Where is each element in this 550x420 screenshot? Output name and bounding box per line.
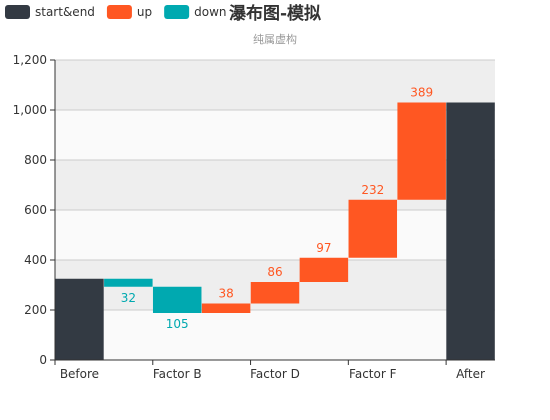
x-tick-label: Factor D (250, 367, 300, 381)
x-tick-label: After (456, 367, 485, 381)
legend-label: up (137, 5, 152, 19)
x-tick-label: Before (60, 367, 99, 381)
legend-item-down[interactable]: down (164, 5, 227, 19)
y-tick-label: 1,200 (13, 53, 47, 67)
value-label: 86 (267, 265, 282, 279)
split-area-band (55, 310, 495, 360)
legend-item-start-end[interactable]: start&end (5, 5, 95, 19)
axes: 0 200 400 600 800 1,000 1,200 Before Factor B Fac… (13, 53, 495, 381)
bar-factor-e[interactable] (299, 257, 349, 282)
y-tick-label: 1,000 (13, 103, 47, 117)
bar-after[interactable] (446, 102, 495, 361)
legend-label: down (194, 5, 226, 19)
legend[interactable]: start&end up down (5, 5, 227, 19)
value-label: 105 (166, 317, 189, 331)
value-label: 389 (410, 86, 433, 100)
y-tick-label: 600 (24, 203, 47, 217)
value-label: 32 (121, 291, 136, 305)
bar-factor-g[interactable] (397, 102, 446, 200)
bar-factor-d[interactable] (250, 282, 300, 304)
value-label: 38 (218, 287, 233, 301)
chart-title: 瀑布图-模拟 (229, 3, 321, 24)
bar-factor-c[interactable] (201, 303, 251, 314)
bar-factor-f[interactable] (348, 199, 398, 258)
y-tick-label: 200 (24, 303, 47, 317)
split-area-band (55, 210, 495, 260)
legend-swatch-icon (164, 5, 190, 19)
bar-before[interactable] (55, 278, 104, 360)
value-label: 232 (361, 183, 384, 197)
chart-subtitle: 纯属虚构 (253, 32, 297, 46)
legend-label: start&end (35, 5, 95, 19)
bars (55, 102, 495, 361)
bar-factor-a[interactable] (104, 278, 153, 287)
legend-swatch-icon (5, 5, 30, 19)
split-area-band (55, 60, 495, 110)
legend-swatch-icon (106, 5, 132, 19)
value-labels: 32 105 38 86 97 232 389 (121, 86, 433, 332)
legend-item-up[interactable]: up (106, 5, 152, 19)
bar-factor-b[interactable] (152, 286, 202, 313)
y-tick-label: 800 (24, 153, 47, 167)
y-tick-label: 0 (39, 353, 47, 367)
y-tick-label: 400 (24, 253, 47, 267)
x-tick-label: Factor F (349, 367, 397, 381)
x-tick-label: Factor B (153, 367, 202, 381)
value-label: 97 (316, 241, 331, 255)
